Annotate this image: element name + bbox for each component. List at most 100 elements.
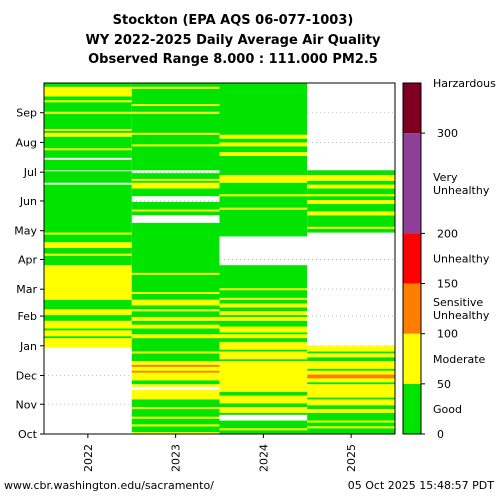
y-tick-label: Jun: [19, 195, 37, 208]
heatmap-cell-2024: [219, 290, 308, 298]
heatmap-cell-2022: [44, 232, 132, 235]
heatmap-cell-2023: [131, 384, 220, 388]
heatmap-cell-2025: [307, 228, 395, 233]
heatmap-cell-2023: [131, 364, 220, 367]
y-tick-label: Jul: [23, 166, 37, 179]
heatmap-cell-2024: [219, 175, 308, 183]
heatmap-cell-2024: [219, 196, 308, 208]
colorbar-tick-label: 0: [437, 428, 444, 441]
heatmap-cell-2025: [307, 426, 395, 429]
colorbar-band: [403, 383, 421, 434]
heatmap-cell-2025: [307, 203, 395, 212]
heatmap-cell-2024: [219, 152, 308, 156]
heatmap-cell-2022: [44, 113, 132, 130]
colorbar-band: [403, 133, 421, 234]
heatmap-cell-2025: [307, 353, 395, 358]
colorbar-category-label: Unhealthy: [433, 253, 490, 266]
heatmap-cell-2022: [44, 96, 132, 101]
heatmap-cell-2022: [44, 100, 132, 103]
colorbar-category-label: Unhealthy: [433, 184, 490, 197]
heatmap-cell-2025: [307, 175, 395, 181]
heatmap-cell-2024: [219, 138, 308, 143]
x-tick-label: 2023: [170, 444, 183, 472]
heatmap-cell-2023: [131, 366, 220, 371]
heatmap-cell-2023: [131, 426, 220, 433]
heatmap-cell-2025: [307, 180, 395, 185]
y-tick-label: Feb: [18, 310, 37, 323]
heatmap-cell-2023: [131, 223, 220, 273]
heatmap-cell-2025: [307, 361, 395, 369]
heatmap-cell-2024: [219, 155, 308, 176]
heatmap-cell-2023: [131, 424, 220, 427]
heatmap-cell-2025: [307, 397, 395, 400]
heatmap-cell-2025: [307, 215, 395, 227]
heatmap-cell-2024: [219, 341, 308, 350]
heatmap-cell-2024: [219, 412, 308, 415]
colorbar-band: [403, 233, 421, 284]
heatmap-cell-2022: [44, 330, 132, 337]
heatmap-cell-2024: [219, 349, 308, 352]
heatmap-cell-2022: [44, 320, 132, 329]
heatmap-cell-2023: [131, 146, 220, 171]
heatmap-cell-2022: [44, 129, 132, 131]
heatmap-cell-2024: [219, 307, 308, 312]
heatmap-cell-2024: [219, 326, 308, 333]
colorbar-category-label: Sensitive: [433, 296, 483, 309]
heatmap-cell-2024: [219, 194, 308, 197]
heatmap-cell-2024: [219, 338, 308, 342]
heatmap-cell-2025: [307, 200, 395, 204]
heatmap-cell-2023: [131, 370, 220, 373]
heatmap-cell-2025: [307, 384, 395, 398]
heatmap-cell-2024: [219, 351, 308, 360]
heatmap-cell-2022: [44, 83, 132, 87]
heatmap-cell-2025: [307, 409, 395, 413]
heatmap-cell-2022: [44, 253, 132, 256]
heatmap-cell-2023: [131, 274, 220, 293]
colorbar-category-label: Unhealthy: [433, 309, 490, 322]
chart-title-line-2: WY 2022-2025 Daily Average Air Quality: [86, 33, 381, 48]
heatmap-cell-2024: [219, 297, 308, 300]
heatmap-cell-2022: [44, 338, 132, 348]
heatmap-cell-2022: [44, 255, 132, 266]
heatmap-cell-2023: [131, 292, 220, 294]
heatmap-cell-2024: [219, 142, 308, 147]
heatmap-cell-2024: [219, 288, 308, 291]
colorbar-category-label: Moderate: [433, 353, 486, 366]
heatmap-cell-2025: [307, 378, 395, 383]
heatmap-cell-2025: [307, 357, 395, 362]
heatmap-cell-2023: [131, 305, 220, 310]
y-tick-label: Aug: [16, 136, 37, 149]
y-tick-label: Apr: [18, 253, 38, 266]
heatmap-cell-2024: [219, 315, 308, 317]
heatmap-cell-2025: [307, 196, 395, 200]
heatmap-cell-2023: [131, 211, 220, 216]
heatmap-cell-2023: [131, 320, 220, 325]
heatmap-cell-2023: [131, 293, 220, 300]
heatmap-cell-2022: [44, 265, 132, 300]
colorbar-tick-label: 100: [437, 328, 458, 341]
heatmap-cell-2023: [131, 334, 220, 339]
colorbar-category-label: Good: [433, 403, 462, 416]
heatmap-cell-2022: [44, 247, 132, 254]
heatmap-cell-2023: [131, 113, 220, 133]
heatmap-cell-2025: [307, 412, 395, 421]
heatmap-cell-2023: [131, 311, 220, 317]
heatmap-cell-2024: [219, 361, 308, 392]
heatmap-cell-2024: [219, 407, 308, 413]
heatmap-cell-2024: [219, 299, 308, 304]
heatmap-cell-2022: [44, 328, 132, 331]
colorbar-legend: GoodModerateSensitiveUnhealthyUnhealthyV…: [402, 77, 496, 441]
heatmap-cell-2024: [219, 207, 308, 210]
heatmap-cell-2022: [44, 171, 132, 183]
heatmap-cell-2023: [131, 134, 220, 145]
heatmap-cell-2025: [307, 399, 395, 406]
heatmap-cell-2023: [131, 399, 220, 408]
colorbar-tick-label: 300: [437, 127, 458, 140]
chart-subtitle: Observed Range 8.000 : 111.000 PM2.5: [88, 52, 378, 67]
heatmap-cell-2023: [131, 111, 220, 114]
heatmap-cell-2025: [307, 422, 395, 427]
heatmap-cell-2024: [219, 146, 308, 153]
y-tick-label: Mar: [16, 283, 37, 296]
x-tick-label: 2025: [345, 444, 358, 472]
heatmap-cell-2025: [307, 184, 395, 189]
